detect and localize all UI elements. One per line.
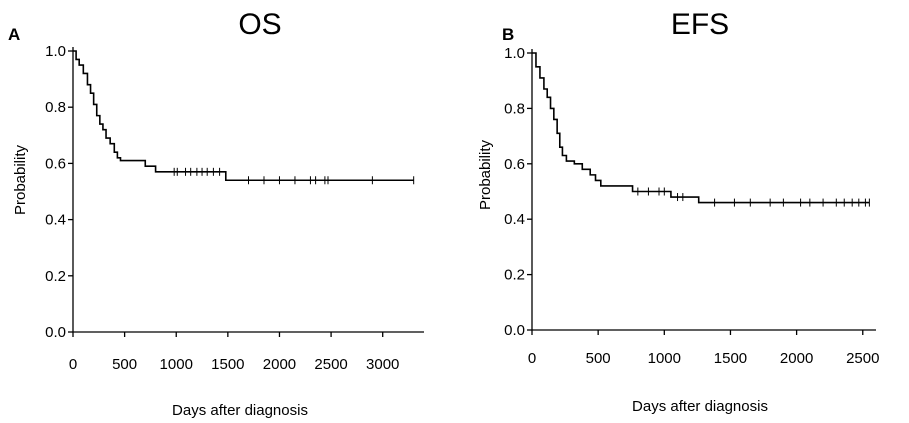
x-tick-label: 2500 — [314, 356, 347, 373]
y-tick-label: 0.8 — [504, 100, 525, 117]
x-tick-label: 1500 — [714, 350, 747, 367]
survival-step-curve — [532, 52, 870, 204]
x-axis-label: Days after diagnosis — [632, 398, 768, 415]
survival-step-curve — [73, 50, 414, 182]
panel-a-os: A OS Days after diagnosis Probability 0.… — [8, 8, 424, 419]
x-tick-label: 2000 — [263, 356, 296, 373]
x-tick-label: 500 — [586, 350, 611, 367]
x-tick-label: 1500 — [211, 356, 244, 373]
panel-b-efs: B EFS Days after diagnosis Probability 0… — [477, 8, 879, 415]
x-tick-label: 0 — [528, 350, 536, 367]
x-tick-label: 2000 — [780, 350, 813, 367]
x-tick-label: 2500 — [846, 350, 879, 367]
y-tick-label: 0.0 — [504, 322, 525, 339]
y-axis-label: Probability — [12, 144, 29, 215]
y-tick-label: 0.4 — [45, 212, 66, 229]
y-tick-label: 0.2 — [504, 267, 525, 284]
x-tick-label: 3000 — [366, 356, 399, 373]
y-axis-label: Probability — [477, 139, 494, 210]
x-tick-label: 500 — [112, 356, 137, 373]
y-tick-label: 1.0 — [45, 43, 66, 60]
x-tick-label: 1000 — [648, 350, 681, 367]
y-tick-label: 0.6 — [504, 156, 525, 173]
panel-title-efs: EFS — [671, 8, 729, 41]
panel-letter-b: B — [502, 25, 514, 44]
y-tick-label: 1.0 — [504, 45, 525, 62]
y-tick-label: 0.2 — [45, 268, 66, 285]
panel-title-os: OS — [238, 8, 281, 41]
x-tick-label: 1000 — [160, 356, 193, 373]
x-tick-label: 0 — [69, 356, 77, 373]
y-tick-label: 0.6 — [45, 155, 66, 172]
x-axis-label: Days after diagnosis — [172, 402, 308, 419]
y-tick-label: 0.8 — [45, 99, 66, 116]
y-tick-label: 0.0 — [45, 324, 66, 341]
y-tick-label: 0.4 — [504, 211, 525, 228]
panel-letter-a: A — [8, 25, 20, 44]
